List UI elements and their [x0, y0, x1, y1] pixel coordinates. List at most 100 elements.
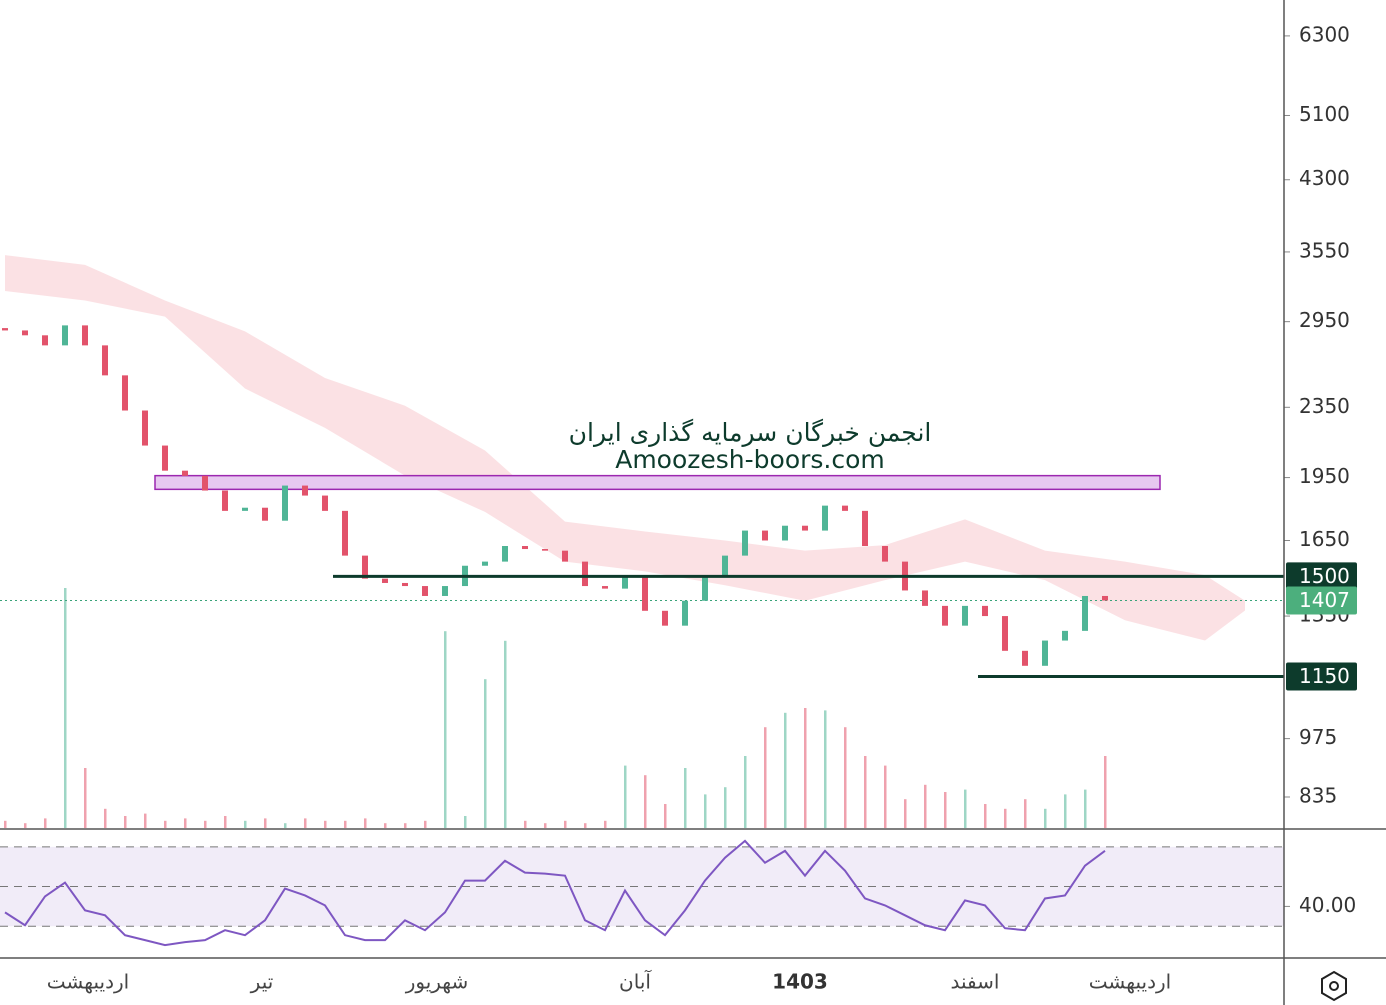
candle-body	[102, 345, 108, 376]
candle-body	[602, 586, 608, 589]
volume-bar	[364, 818, 367, 828]
volume-bar	[804, 708, 807, 828]
volume-bar	[1084, 789, 1087, 828]
candle-body	[1022, 650, 1028, 666]
volume-bar	[184, 818, 187, 828]
y-tick-label: 835	[1299, 784, 1337, 808]
volume-bar	[884, 765, 887, 828]
volume-bar	[44, 818, 47, 828]
candle-body	[302, 485, 308, 496]
candle-body	[642, 575, 648, 611]
volume-bar	[304, 818, 307, 828]
volume-bar	[264, 818, 267, 828]
candle-body	[582, 561, 588, 587]
volume-bar	[544, 823, 547, 828]
candle-body	[262, 507, 268, 521]
watermark: Amoozesh-boors.com	[615, 445, 885, 474]
candle-body	[1002, 616, 1008, 651]
candle-body	[1062, 630, 1068, 641]
x-tick-label: شهریور	[405, 970, 469, 994]
volume-bar	[724, 787, 727, 828]
volume-bar	[244, 820, 247, 828]
volume-bar	[504, 640, 507, 828]
volume-bar	[164, 820, 167, 828]
level-tag	[1286, 562, 1357, 591]
candle-body	[882, 546, 888, 562]
candle-body	[422, 586, 428, 596]
volume-bar	[84, 768, 87, 828]
y-tick-label: 1650	[1299, 527, 1350, 551]
candle-body	[1042, 640, 1048, 666]
volume-bar	[224, 816, 227, 828]
rsi-line	[4, 839, 1106, 947]
settings-icon-dot	[1329, 981, 1339, 991]
candle-body	[542, 549, 548, 551]
candle-body	[682, 600, 688, 626]
candle-body	[162, 445, 168, 471]
candle-body	[222, 490, 228, 511]
level-label: 1150	[1299, 664, 1350, 688]
volume-bar	[404, 823, 407, 828]
candle-body	[202, 475, 208, 491]
volume-bar	[944, 792, 947, 828]
candle-body	[42, 335, 48, 346]
volume-bar	[64, 588, 67, 828]
volume-bar	[524, 820, 527, 828]
candle-body	[482, 561, 488, 566]
candle-body	[662, 610, 668, 626]
candle-body	[22, 330, 28, 336]
volume-bar	[444, 631, 447, 828]
y-tick-label: 3550	[1299, 238, 1350, 262]
candle-body	[182, 470, 188, 476]
x-tick-label: اردیبهشت	[1089, 970, 1171, 994]
volume-bar	[384, 823, 387, 828]
volume-bar	[704, 794, 707, 828]
volume-bar	[284, 823, 287, 828]
volume-bar	[1064, 794, 1067, 828]
candle-body	[442, 586, 448, 596]
volume-bar	[1004, 808, 1007, 828]
x-tick-label: تیر	[250, 970, 274, 994]
volume-bar	[1044, 808, 1047, 828]
resistance-zone	[154, 474, 1161, 491]
candle-body	[502, 546, 508, 562]
y-tick-label: 5100	[1299, 102, 1350, 126]
volume-bar	[644, 775, 647, 828]
level-label: 1500	[1299, 564, 1350, 588]
volume-bar	[624, 765, 627, 828]
candle-body	[822, 505, 828, 531]
candle-body	[322, 495, 328, 511]
volume-bar	[584, 823, 587, 828]
ichimoku-cloud	[5, 255, 1245, 641]
x-tick-label: آبان	[619, 969, 652, 994]
candle-body	[862, 510, 868, 547]
volume-bar	[484, 679, 487, 828]
settings-icon[interactable]	[1321, 970, 1347, 1002]
x-tick-label: اردیبهشت	[47, 970, 129, 994]
candle-body	[742, 530, 748, 556]
volume-bar	[1104, 756, 1107, 828]
candle-body	[402, 582, 408, 587]
candle-body	[702, 575, 708, 601]
candle-body	[242, 507, 248, 511]
volume-bar	[784, 712, 787, 828]
y-tick-label: 2950	[1299, 308, 1350, 332]
candle-body	[342, 510, 348, 556]
candle-body	[1102, 595, 1108, 601]
volume-bar	[924, 784, 927, 828]
x-tick-label: 1403	[772, 970, 828, 994]
volume-bar	[464, 816, 467, 828]
candle-body	[2, 328, 8, 331]
candle-body	[722, 555, 728, 576]
y-tick-label: 6300	[1299, 22, 1350, 46]
candle-body	[922, 590, 928, 606]
volume-bar	[604, 820, 607, 828]
volume-bar	[824, 710, 827, 828]
volume-bar	[684, 768, 687, 828]
y-tick-label: 4300	[1299, 166, 1350, 190]
candle-body	[942, 605, 948, 626]
candle-body	[62, 325, 68, 346]
volume-bar	[564, 820, 567, 828]
candle-body	[382, 578, 388, 583]
